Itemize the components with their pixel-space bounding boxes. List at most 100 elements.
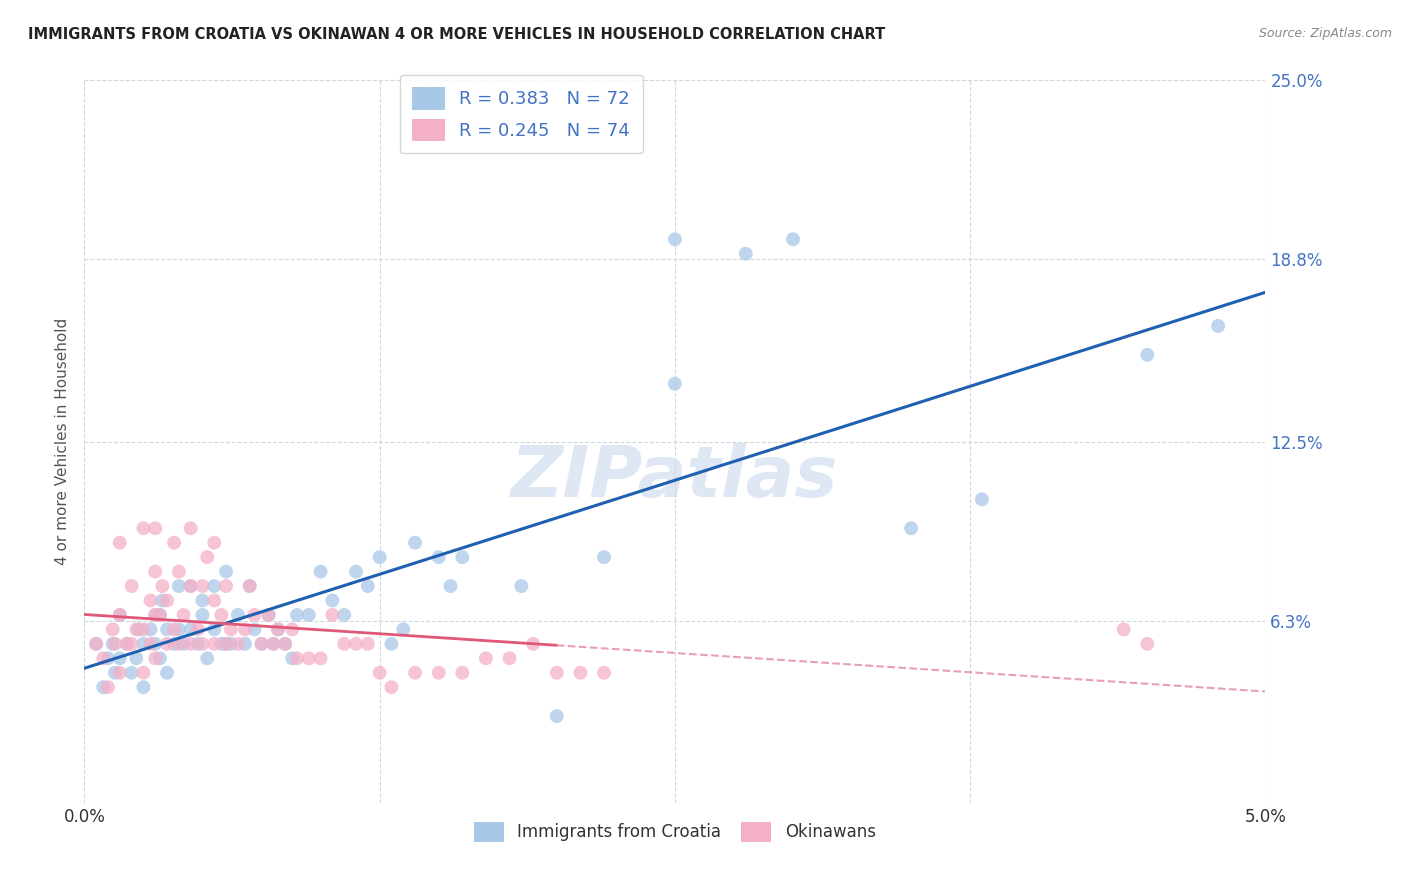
Point [404,535,426,549]
Point [104,665,127,680]
Point [380,637,402,651]
Point [267,623,290,637]
Point [380,680,402,694]
Point [84,637,107,651]
Point [195,550,218,565]
Point [149,607,172,622]
Point [593,665,616,680]
Point [392,623,415,637]
Point [132,665,155,680]
Point [202,579,225,593]
Point [187,637,209,651]
Point [108,535,131,549]
Point [108,607,131,622]
Point [439,579,461,593]
Point [191,593,214,607]
Point [215,565,238,579]
Point [191,579,214,593]
Point [156,637,179,651]
Point [427,550,450,565]
Point [368,550,391,565]
Legend: Immigrants from Croatia, Okinawans: Immigrants from Croatia, Okinawans [467,815,883,848]
Point [150,593,173,607]
Point [121,579,143,593]
Point [243,623,266,637]
Point [167,565,190,579]
Point [262,637,284,651]
Point [132,680,155,694]
Point [233,637,256,651]
Point [333,607,356,622]
Point [163,623,186,637]
Point [180,637,202,651]
Point [180,521,202,535]
Point [243,607,266,622]
Point [121,637,143,651]
Point [163,637,186,651]
Point [664,232,686,246]
Point [195,651,218,665]
Point [298,651,321,665]
Point [267,623,290,637]
Point [219,623,242,637]
Point [285,651,308,665]
Point [569,665,592,680]
Point [281,651,304,665]
Point [180,623,202,637]
Point [108,651,131,665]
Point [546,665,568,680]
Point [1136,348,1159,362]
Point [108,665,131,680]
Point [239,579,262,593]
Point [156,623,179,637]
Y-axis label: 4 or more Vehicles in Household: 4 or more Vehicles in Household [55,318,70,566]
Point [1136,637,1159,651]
Point [333,637,356,651]
Point [125,623,148,637]
Point [202,535,225,549]
Point [191,637,214,651]
Point [97,651,120,665]
Point [97,680,120,694]
Point [357,637,380,651]
Point [734,246,756,260]
Point [257,607,280,622]
Point [143,651,166,665]
Point [274,637,297,651]
Text: Source: ZipAtlas.com: Source: ZipAtlas.com [1258,27,1392,40]
Point [150,579,173,593]
Point [321,593,343,607]
Point [115,637,138,651]
Point [451,550,474,565]
Point [132,623,155,637]
Point [125,651,148,665]
Point [593,550,616,565]
Point [522,637,544,651]
Point [285,607,308,622]
Point [475,651,498,665]
Point [427,665,450,680]
Point [149,651,172,665]
Point [173,607,195,622]
Point [143,521,166,535]
Point [167,637,190,651]
Point [226,637,249,651]
Point [1112,623,1135,637]
Point [167,579,190,593]
Point [209,607,232,622]
Point [782,232,804,246]
Point [191,607,214,622]
Point [156,593,179,607]
Point [274,637,297,651]
Point [298,607,321,622]
Point [173,637,195,651]
Point [139,637,162,651]
Point [167,623,190,637]
Point [226,607,249,622]
Point [121,665,143,680]
Point [368,665,391,680]
Point [115,637,138,651]
Point [139,623,162,637]
Point [546,709,568,723]
Point [132,637,155,651]
